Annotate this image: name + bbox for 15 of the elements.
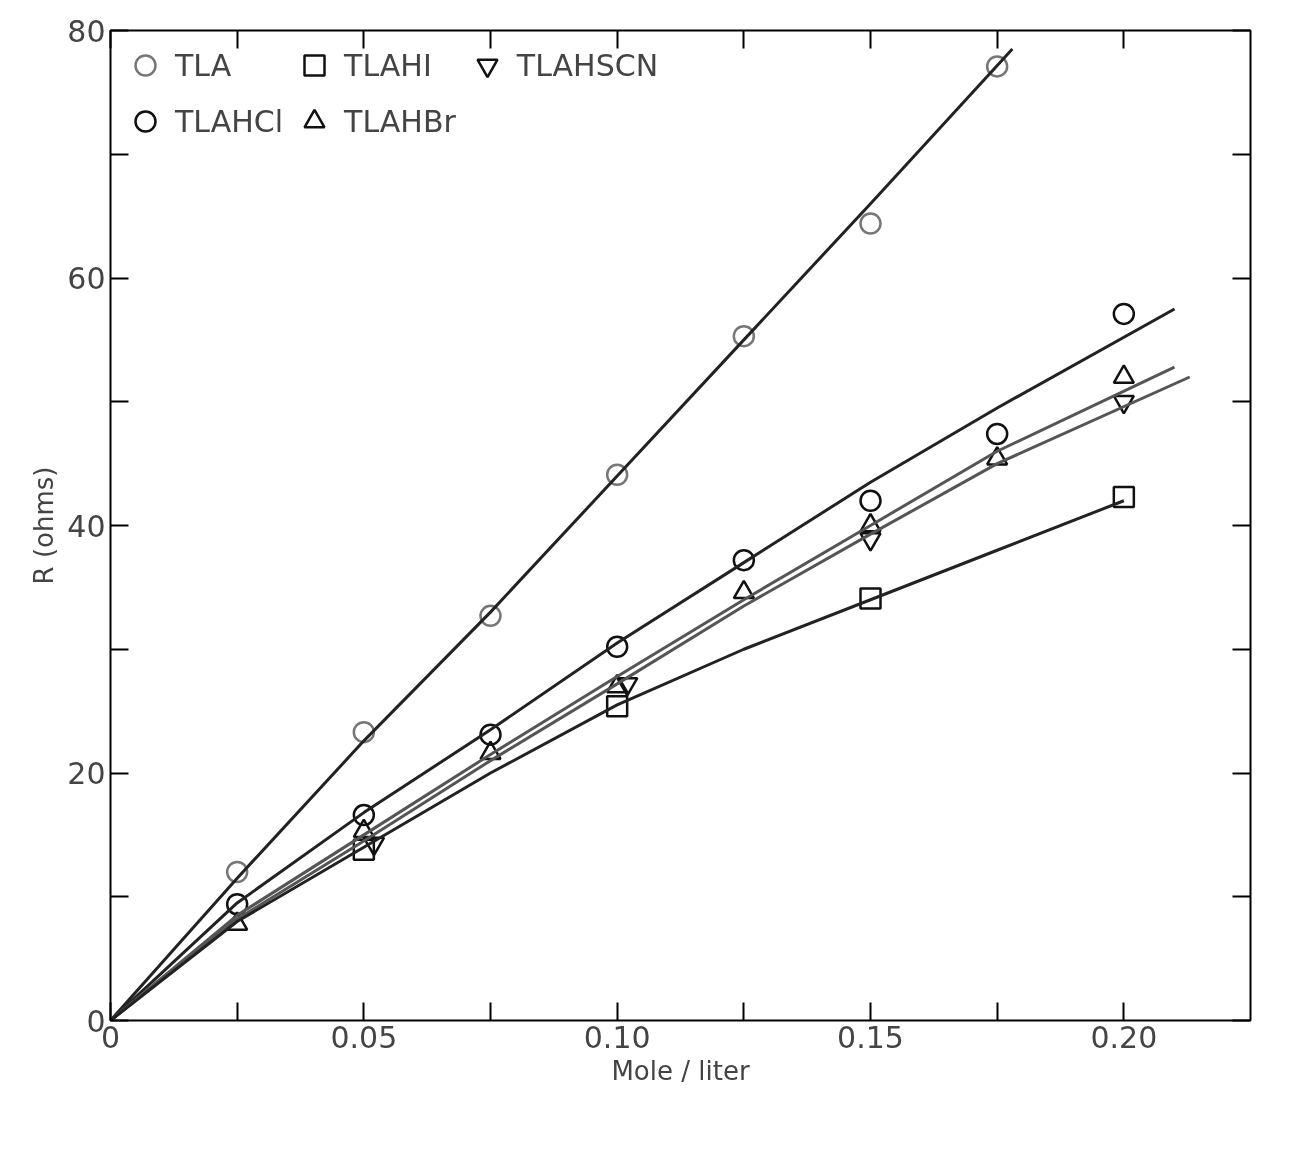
y-tick-label: 40 — [67, 508, 106, 544]
x-tick-label: 0.05 — [330, 1019, 398, 1055]
x-tick-label: 0.15 — [837, 1019, 904, 1055]
legend-label: TLAHSCN — [516, 47, 659, 83]
y-tick-label: 20 — [67, 756, 106, 791]
x-tick-label: 0.20 — [1090, 1019, 1158, 1055]
legend-label: TLAHBr — [344, 103, 456, 139]
y-axis-title: R (ohms) — [29, 466, 60, 585]
x-tick-label: 0.10 — [583, 1019, 651, 1055]
legend-label: TLA — [175, 47, 232, 83]
y-tick-label: 80 — [67, 13, 106, 49]
legend-label: TLAHI — [344, 47, 432, 83]
x-axis-title: Mole / liter — [611, 1055, 750, 1086]
y-tick-label: 60 — [67, 261, 106, 296]
legend-label: TLAHCl — [175, 103, 284, 139]
